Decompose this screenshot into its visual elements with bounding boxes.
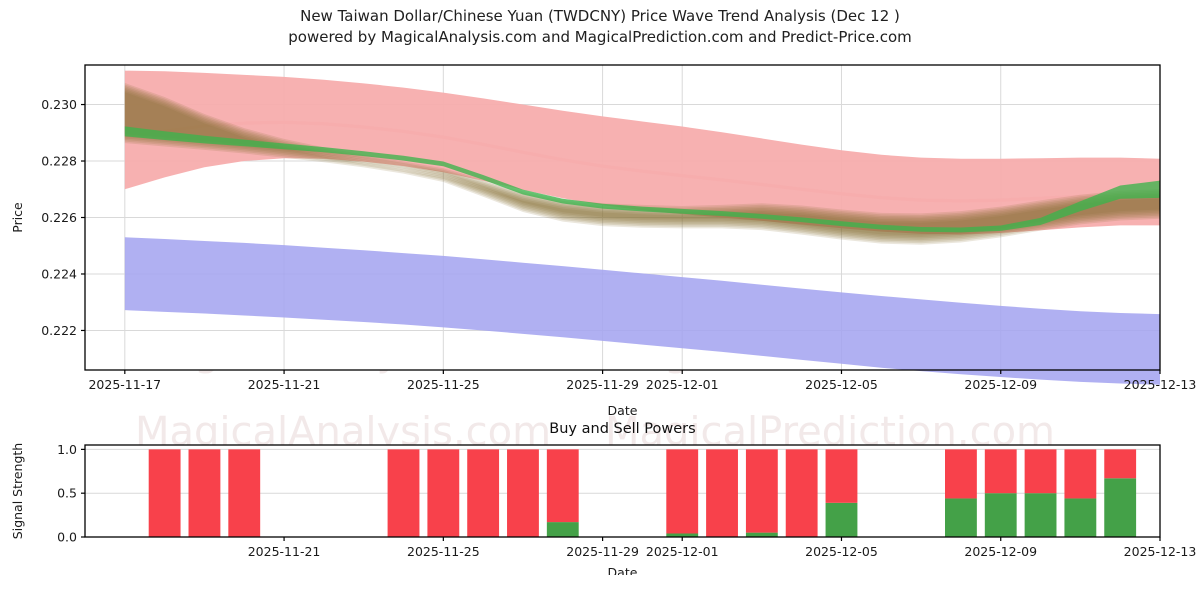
svg-text:0.228: 0.228 [41,154,77,169]
gridlines [85,445,1160,538]
sell-power-bar [427,449,460,537]
buy-power-bar [745,532,778,537]
title-line-1: New Taiwan Dollar/Chinese Yuan (TWDCNY) … [300,7,900,25]
buy-sell-powers-chart: MagicalAnalysis.com MagicalPrediction.com… [10,415,1196,575]
title-line-2: powered by MagicalAnalysis.com and Magic… [288,28,912,46]
svg-text:0.222: 0.222 [41,323,77,338]
svg-text:0.0: 0.0 [57,530,77,545]
sell-power-bar [666,449,699,534]
sell-power-bar [1104,449,1137,479]
buy-power-bar [825,502,858,537]
sell-power-bar [467,449,500,537]
svg-text:2025-12-01: 2025-12-01 [646,544,719,559]
buy-power-bar [546,522,579,537]
sell-power-bar [228,449,261,537]
signal-strength-axis-label: Signal Strength [10,443,25,539]
sell-power-bar [785,449,818,537]
sell-power-bar [706,449,738,537]
svg-text:2025-11-21: 2025-11-21 [248,377,321,392]
svg-text:2025-11-25: 2025-11-25 [407,377,480,392]
svg-text:2025-12-09: 2025-12-09 [964,544,1037,559]
svg-text:2025-12-13: 2025-12-13 [1124,377,1197,392]
sell-power-bar [1064,449,1097,499]
price-wave-trend-chart: MagicalAnalysis.comMagicalPrediction.com… [10,64,1196,418]
svg-text:2025-11-29: 2025-11-29 [566,544,639,559]
svg-text:2025-12-05: 2025-12-05 [805,377,878,392]
buy-power-bar [1064,498,1097,537]
svg-text:0.5: 0.5 [57,486,77,501]
sell-power-bar [546,449,579,523]
sell-power-bar [188,449,221,537]
price-axis-label: Price [10,202,25,233]
sell-power-bar [1024,449,1057,494]
buy-sell-title: Buy and Sell Powers [549,421,695,437]
svg-text:2025-12-09: 2025-12-09 [964,377,1037,392]
date-axis-label: Date [608,403,638,418]
axis-ticks: 0.0 0.5 1.0 2025-11-21 2025-11-25 2025-11-29 2… [57,442,1196,559]
sell-power-bar [745,449,778,533]
svg-text:2025-12-05: 2025-12-05 [805,544,878,559]
svg-text:2025-11-21: 2025-11-21 [248,544,321,559]
bar-series [148,449,1137,537]
buy-power-bar [1104,478,1137,537]
sell-power-bar [507,449,539,537]
buy-power-bar [945,498,977,537]
buy-power-bar [666,533,699,537]
wave-bands [124,70,1160,385]
svg-text:2025-12-01: 2025-12-01 [646,377,719,392]
svg-text:2025-12-13: 2025-12-13 [1124,544,1197,559]
sell-power-bar [387,449,420,537]
date-axis-label-bottom: Date [608,565,638,575]
sell-power-bar [984,449,1017,494]
buy-power-bar [984,493,1017,537]
sell-power-bar [945,449,977,499]
sell-power-bar [148,449,181,537]
svg-text:2025-11-17: 2025-11-17 [88,377,161,392]
buy-power-bar [1024,493,1057,537]
page-title: New Taiwan Dollar/Chinese Yuan (TWDCNY) … [0,6,1200,48]
svg-text:0.224: 0.224 [41,266,77,281]
svg-text:1.0: 1.0 [57,442,77,457]
svg-text:0.226: 0.226 [41,210,77,225]
svg-text:2025-11-29: 2025-11-29 [566,377,639,392]
svg-text:0.230: 0.230 [41,97,77,112]
axis-ticks: 0.222 0.224 0.226 0.228 0.230 2025-11-17 2025-… [41,97,1196,392]
sell-power-bar [825,449,858,503]
axes-frame [84,444,1161,538]
svg-text:2025-11-25: 2025-11-25 [407,544,480,559]
